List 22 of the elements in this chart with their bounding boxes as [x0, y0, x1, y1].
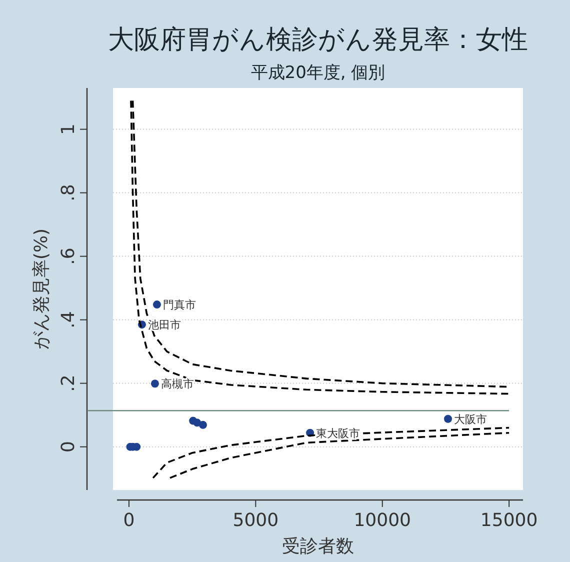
x-tick-label: 0 [123, 510, 135, 531]
point [444, 414, 452, 423]
point [152, 300, 161, 309]
chart-title: 大阪府胃がん検診がん発見率：女性 [108, 25, 528, 55]
y-tick-label: 1 [58, 124, 79, 136]
x-tick-label: 15000 [480, 510, 538, 531]
y-tick-label: .8 [58, 184, 79, 202]
y-axis-title: がん発見率(%) [31, 228, 52, 350]
point [198, 420, 207, 429]
y-tick-label: 0 [58, 441, 79, 453]
x-tick-label: 10000 [354, 510, 411, 531]
annotation: 門真市 [162, 298, 196, 312]
annotation: 高槻市 [160, 378, 194, 391]
annotation: 大阪市 [454, 412, 487, 426]
y-tick-label: .6 [58, 248, 79, 265]
point [150, 380, 159, 388]
chart-subtitle: 平成20年度, 個別 [250, 63, 386, 83]
x-tick-label: 5000 [232, 510, 279, 531]
annotation: 池田市 [148, 318, 181, 332]
x-axis-title: 受診者数 [282, 536, 354, 557]
y-tick-label: .4 [58, 311, 79, 328]
y-tick-label: .2 [58, 374, 79, 392]
